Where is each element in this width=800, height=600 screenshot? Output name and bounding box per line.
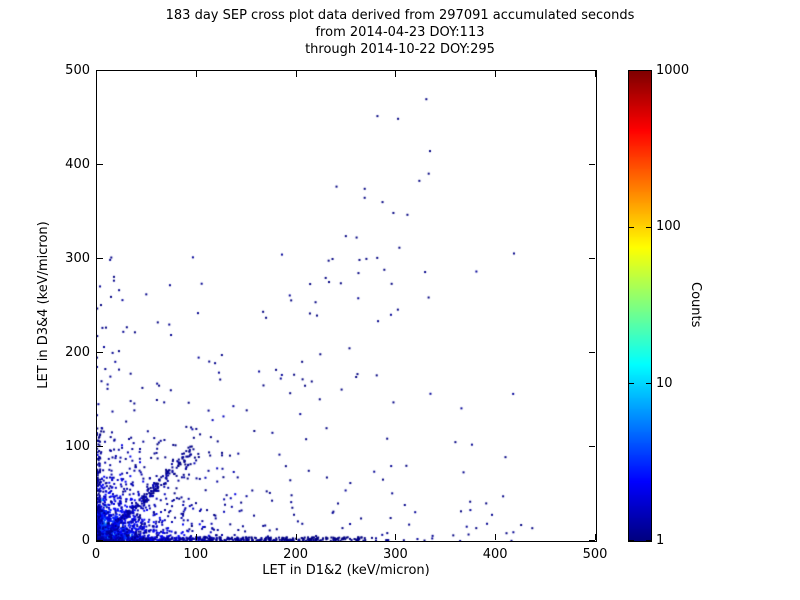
- y-tick-mark: [97, 540, 103, 541]
- y-tick-mark: [97, 164, 103, 165]
- plot-axes: [96, 70, 597, 542]
- y-tick-label: 200: [65, 344, 90, 360]
- x-tick-mark: [295, 534, 297, 540]
- colorbar-tick-label: 1: [656, 532, 665, 548]
- y-tick-mark-right: [589, 258, 595, 259]
- figure-title-line-3: through 2014-10-22 DOY:295: [305, 42, 495, 57]
- y-tick-label: 300: [65, 250, 90, 266]
- colorbar-tick-mark-left: [629, 226, 634, 228]
- x-tick-mark-top: [395, 71, 397, 77]
- x-tick-mark-top: [595, 71, 596, 77]
- x-tick-label: 400: [482, 547, 508, 562]
- y-tick-mark-right: [589, 352, 595, 353]
- x-tick-mark: [395, 534, 397, 540]
- y-tick-mark: [97, 446, 103, 447]
- x-tick-mark-top: [96, 71, 97, 77]
- colorbar-tick-mark: [646, 226, 651, 228]
- scatter-points-canvas: [97, 71, 596, 541]
- y-tick-mark-right: [589, 446, 595, 447]
- y-tick-mark: [97, 70, 103, 71]
- colorbar-tick-mark: [646, 70, 651, 71]
- x-tick-label: 100: [183, 547, 209, 562]
- x-tick-mark: [195, 534, 197, 540]
- x-tick-mark-top: [195, 71, 197, 77]
- x-tick-label: 200: [283, 547, 308, 562]
- colorbar-tick-mark-left: [629, 70, 634, 71]
- x-tick-mark: [96, 534, 97, 540]
- colorbar-tick-label: 1000: [656, 62, 690, 78]
- x-tick-mark-top: [295, 71, 297, 77]
- y-tick-mark: [97, 258, 103, 259]
- x-tick-mark: [595, 534, 596, 540]
- colorbar-tick-mark-left: [629, 540, 634, 541]
- x-tick-mark: [495, 534, 497, 540]
- figure-title-line-1: 183 day SEP cross plot data derived from…: [165, 8, 635, 23]
- figure-title-line-2: from 2014-04-23 DOY:113: [315, 25, 485, 40]
- colorbar-tick-mark: [646, 383, 651, 385]
- colorbar-tick-label: 10: [656, 375, 673, 391]
- colorbar-tick-mark-left: [629, 383, 634, 385]
- y-tick-label: 500: [65, 62, 90, 78]
- colorbar-tick-label: 100: [656, 219, 681, 235]
- y-tick-mark-right: [589, 70, 595, 71]
- y-tick-label: 100: [65, 438, 90, 454]
- x-tick-label: 300: [382, 547, 408, 562]
- y-axis-label: LET in D3&4 (keV/micron): [36, 221, 51, 389]
- y-tick-label: 400: [65, 156, 90, 172]
- x-tick-mark-top: [495, 71, 497, 77]
- y-tick-mark-right: [589, 164, 595, 165]
- colorbar: [628, 70, 652, 542]
- colorbar-tick-mark: [646, 540, 651, 541]
- x-tick-label: 0: [91, 547, 101, 562]
- y-tick-mark: [97, 352, 103, 353]
- colorbar-gradient-canvas: [629, 71, 651, 541]
- colorbar-label: Counts: [688, 282, 703, 328]
- y-tick-mark-right: [589, 540, 595, 541]
- x-axis-label: LET in D1&2 (keV/micron): [262, 563, 430, 578]
- y-tick-label: 0: [81, 532, 90, 548]
- x-tick-label: 500: [582, 547, 608, 562]
